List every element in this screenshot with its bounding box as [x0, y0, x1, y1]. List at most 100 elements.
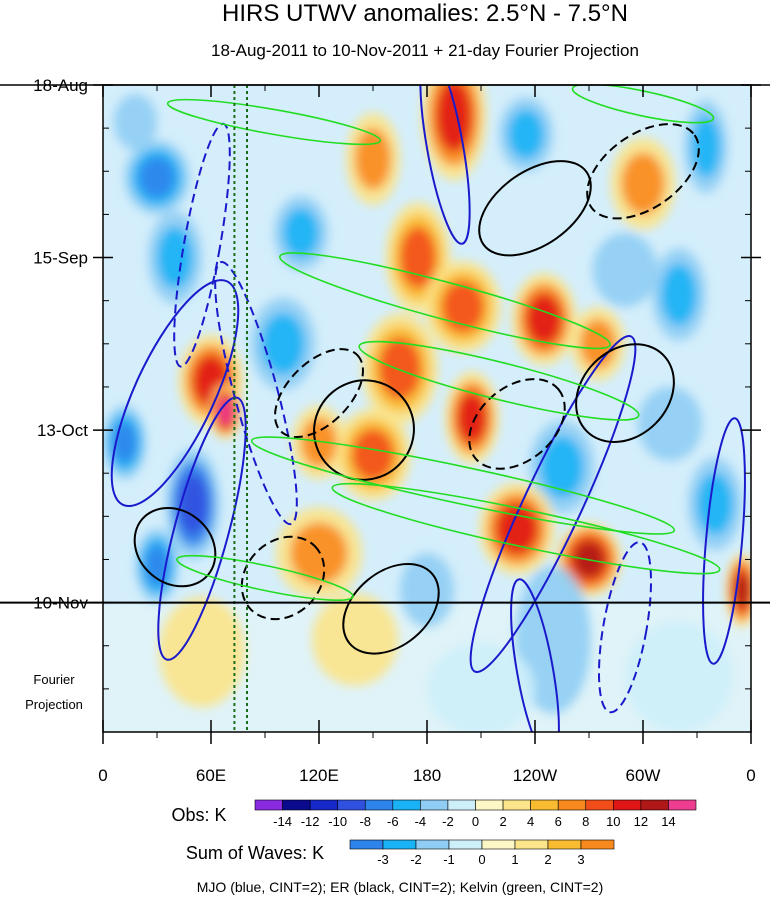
y-tick-label: 10-Nov	[33, 594, 88, 613]
anomaly-blob	[290, 522, 348, 585]
x-tick-label: 120E	[299, 766, 339, 785]
wave-contours	[110, 85, 746, 732]
anomaly-blob	[113, 94, 157, 150]
footnote: MJO (blue, CINT=2); ER (black, CINT=2); …	[197, 879, 604, 895]
anomaly-blob	[158, 596, 246, 708]
anomaly-blob	[217, 397, 234, 426]
waves-colorbar-tick: -3	[377, 852, 389, 867]
obs-colorbar-cell	[502, 799, 531, 811]
wave-contour-kelvin	[166, 98, 382, 146]
wave-contour-er	[586, 123, 700, 220]
wave-contour-mjo	[110, 279, 240, 508]
y-tick-label: 18-Aug	[33, 76, 88, 95]
anomaly-blob	[442, 281, 484, 333]
obs-colorbar-cell	[585, 799, 614, 811]
wave-contour-er	[313, 379, 415, 481]
waves-colorbar-cell	[349, 839, 384, 850]
waves-colorbar-cell	[514, 839, 549, 850]
obs-colorbar-cell	[613, 799, 642, 811]
obs-colorbar-tick: 10	[606, 814, 620, 829]
axes: 0 60E 120E 180 120W 60W 0 18-Aug 15-Sep 13-Oct 10-…	[0, 76, 770, 785]
anomaly-blob	[697, 473, 733, 535]
wave-contour-kelvin	[250, 436, 676, 535]
obs-colorbar-tick: 4	[527, 814, 534, 829]
anomaly-blob	[661, 263, 697, 326]
waves-colorbar-tick: 0	[478, 852, 485, 867]
anomaly-blob	[625, 621, 733, 732]
y-tick-label: 13-Oct	[37, 421, 88, 440]
obs-colorbar-cell	[282, 799, 311, 811]
obs-colorbar-label: Obs: K	[171, 805, 226, 825]
obs-colorbar-cell	[668, 799, 697, 811]
wave-contour-er	[478, 160, 592, 257]
anomaly-blob	[283, 208, 319, 258]
wave-contour-mjo	[597, 541, 653, 714]
y-tick-label: 15-Sep	[33, 249, 88, 268]
waves-colorbar: -3 -2 -1 0 1 2 3	[349, 839, 615, 867]
obs-colorbar-tick: -12	[301, 814, 320, 829]
anomaly-blob	[592, 232, 658, 307]
wave-contour-mjo	[469, 335, 637, 673]
obs-colorbar-tick: -14	[273, 814, 292, 829]
obs-colorbar-cell	[447, 799, 476, 811]
waves-colorbar-tick: 1	[511, 852, 518, 867]
wave-contour-mjo	[702, 417, 746, 665]
x-tick-label: 120W	[513, 766, 557, 785]
obs-colorbar-tick: 8	[582, 814, 589, 829]
anomaly-blob	[355, 128, 391, 190]
projection-label-line2: Projection	[25, 697, 83, 712]
anomaly-blob	[457, 392, 487, 444]
waves-colorbar-tick: 3	[577, 852, 584, 867]
anomaly-blob	[301, 417, 337, 468]
wave-contour-er	[274, 348, 364, 439]
waves-colorbar-tick: -2	[410, 852, 422, 867]
obs-colorbar-cell	[475, 799, 504, 811]
anomaly-blob	[637, 386, 703, 461]
chart-subtitle: 18-Aug-2011 to 10-Nov-2011 + 21-day Four…	[211, 41, 639, 60]
wave-contour-kelvin	[358, 340, 640, 421]
wave-contour-kelvin	[278, 252, 612, 350]
obs-colorbar-cell	[254, 799, 283, 811]
plot-area	[103, 85, 751, 732]
obs-colorbar-cell	[640, 799, 669, 811]
chart-title: HIRS UTWV anomalies: 2.5°N - 7.5°N	[222, 0, 628, 27]
obs-colorbar-tick: -6	[387, 814, 399, 829]
wave-contour-mjo	[510, 578, 560, 732]
anomaly-blob	[379, 337, 421, 400]
waves-colorbar-tick: 2	[544, 852, 551, 867]
wave-contour-kelvin	[331, 482, 721, 575]
waves-colorbar-tick: -1	[443, 852, 455, 867]
obs-colorbar-tick: 0	[472, 814, 479, 829]
obs-colorbar-tick: 12	[634, 814, 648, 829]
anomaly-blob	[352, 429, 394, 481]
obs-colorbar-tick: 2	[499, 814, 506, 829]
anomaly-blob	[621, 152, 665, 215]
obs-colorbar-cell	[364, 799, 394, 811]
x-tick-label: 60W	[626, 766, 661, 785]
waves-colorbar-cell	[580, 839, 615, 850]
anomaly-blob	[157, 226, 193, 289]
anomaly-blob	[540, 436, 584, 498]
anomaly-blob	[427, 642, 535, 732]
x-tick-label: 180	[413, 766, 441, 785]
obs-colorbar-tick: -2	[442, 814, 454, 829]
obs-colorbar-cell	[337, 799, 366, 811]
waves-colorbar-cell	[481, 839, 516, 850]
projection-label-line1: Fourier	[33, 672, 75, 687]
waves-colorbar-cell	[415, 839, 450, 850]
x-tick-label: 0	[746, 766, 755, 785]
obs-colorbar-tick: 14	[661, 814, 675, 829]
x-tick-label: 0	[98, 766, 107, 785]
obs-colorbar-cell	[392, 799, 421, 811]
wave-contour-er	[575, 343, 675, 443]
obs-colorbar-tick: 6	[555, 814, 562, 829]
wave-contour-kelvin	[176, 554, 354, 602]
anomaly-blob	[261, 312, 305, 375]
anomaly-field	[103, 85, 751, 732]
waves-colorbar-cell	[448, 839, 483, 850]
anomaly-blob	[691, 115, 721, 178]
waves-colorbar-label: Sum of Waves: K	[186, 843, 324, 863]
obs-colorbar-cell	[420, 799, 449, 811]
obs-colorbar-cell	[557, 799, 587, 811]
